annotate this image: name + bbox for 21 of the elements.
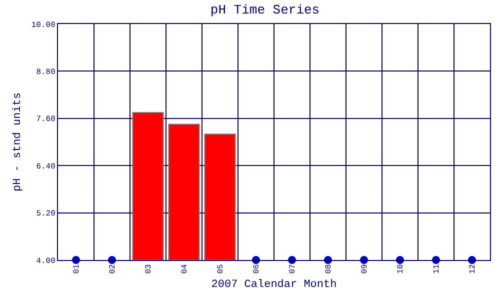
y-tick-label: 8.80 bbox=[36, 68, 56, 77]
y-tick-label: 10.00 bbox=[31, 20, 56, 30]
y-tick-label: 6.40 bbox=[36, 162, 56, 172]
y-tick-label: 5.20 bbox=[36, 210, 56, 219]
y-axis-title: pH - stnd units bbox=[12, 92, 24, 192]
x-tick-label: 03 bbox=[144, 264, 154, 274]
x-tick-label: 01 bbox=[72, 264, 82, 274]
y-tick-label: 4.00 bbox=[36, 256, 56, 266]
x-tick-label: 11 bbox=[432, 264, 442, 274]
y-tick-label: 7.60 bbox=[36, 115, 56, 124]
x-tick-label: 10 bbox=[396, 264, 406, 274]
x-tick-label: 04 bbox=[180, 264, 190, 274]
x-tick-label: 07 bbox=[288, 264, 298, 274]
x-axis-title: 2007 Calendar Month bbox=[211, 279, 337, 292]
x-tick-label: 08 bbox=[324, 264, 334, 274]
x-tick-label: 05 bbox=[216, 264, 226, 274]
chart-title: pH Time Series bbox=[210, 2, 320, 18]
x-tick-label: 02 bbox=[108, 264, 118, 274]
x-tick-label: 12 bbox=[468, 264, 478, 274]
x-tick-label: 06 bbox=[252, 264, 262, 274]
x-tick-label: 09 bbox=[360, 264, 370, 274]
